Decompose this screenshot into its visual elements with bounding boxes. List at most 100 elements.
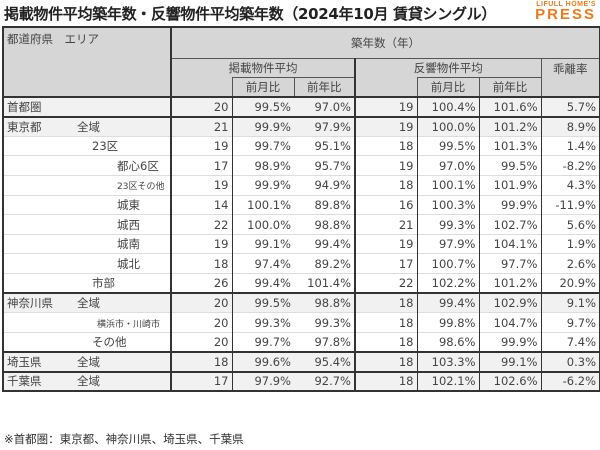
prefecture-label: 神奈川県	[7, 296, 53, 311]
area-cell: 千葉県 全域	[3, 370, 172, 392]
value-cell: 99.1%	[479, 350, 542, 372]
table-row: その他 20 99.7% 97.8% 18 98.6% 99.9% 7.4%	[3, 331, 600, 352]
header-group: 築年数（年）	[170, 26, 600, 59]
value-cell: 18	[355, 350, 418, 372]
value-cell: -8.2%	[541, 155, 600, 176]
area-label: 城東	[117, 197, 140, 212]
value-cell: 102.9%	[479, 292, 542, 313]
value-cell: 104.1%	[479, 233, 542, 254]
value-cell: 18	[171, 253, 233, 274]
value-cell: 18	[355, 292, 418, 313]
value-cell: 97.9%	[294, 115, 356, 137]
value-cell: 99.9%	[232, 175, 294, 196]
area-label: 城北	[117, 256, 140, 271]
prefecture-label: 千葉県	[7, 374, 42, 389]
value-cell: 101.2%	[479, 273, 542, 294]
value-cell: 99.5%	[417, 135, 480, 156]
header-listed-mom: 前月比	[231, 77, 295, 98]
area-label: 城南	[117, 237, 140, 252]
value-cell: 102.2%	[417, 273, 480, 294]
value-cell: 99.3%	[417, 214, 480, 235]
value-cell: 5.7%	[541, 96, 600, 117]
value-cell: 18	[355, 370, 418, 392]
value-cell: 5.6%	[541, 214, 600, 235]
value-cell: 98.8%	[294, 292, 356, 313]
table-row: 首都圏 20 99.5% 97.0% 19 100.4% 101.6% 5.7%	[3, 96, 600, 117]
value-cell: 97.8%	[294, 331, 356, 352]
value-cell: 99.9%	[479, 331, 542, 352]
area-cell: 東京都 全域	[3, 115, 172, 137]
table-row: 城西 22 100.0% 98.8% 21 99.3% 102.7% 5.6%	[3, 214, 600, 235]
value-cell: 101.3%	[479, 135, 542, 156]
area-label: 全域	[77, 119, 100, 134]
value-cell: 100.1%	[417, 175, 480, 196]
value-cell: 9.7%	[541, 312, 600, 333]
value-cell: 97.0%	[294, 96, 356, 117]
value-cell: 18	[355, 331, 418, 352]
value-cell: 4.3%	[541, 175, 600, 196]
area-label: その他	[92, 334, 127, 349]
value-cell: 97.0%	[417, 155, 480, 176]
value-cell: 20	[171, 331, 233, 352]
value-cell: 99.9%	[232, 115, 294, 137]
value-cell: 92.7%	[294, 370, 356, 392]
value-cell: 102.6%	[479, 370, 542, 392]
area-label: 全域	[77, 374, 100, 389]
prefecture-label: 埼玉県	[7, 354, 42, 369]
area-cell: 都心6区	[3, 155, 172, 176]
value-cell: 18	[355, 135, 418, 156]
area-cell: 城南	[3, 233, 172, 254]
area-cell: 神奈川県 全域	[3, 292, 172, 313]
table-row: 23区その他 19 99.9% 94.9% 18 100.1% 101.9% 4.3%	[3, 175, 600, 196]
value-cell: 17	[171, 370, 233, 392]
value-cell: 99.9%	[479, 194, 542, 215]
value-cell: 97.9%	[232, 370, 294, 392]
table-row: 埼玉県 全域 18 99.6% 95.4% 18 103.3% 99.1% 0.3%	[3, 350, 600, 372]
area-cell: 首都圏	[3, 96, 172, 117]
value-cell: 101.9%	[479, 175, 542, 196]
value-cell: 100.7%	[417, 253, 480, 274]
value-cell: 17	[171, 155, 233, 176]
value-cell: 20	[171, 292, 233, 313]
value-cell: 99.3%	[294, 312, 356, 333]
value-cell: 95.4%	[294, 350, 356, 372]
value-cell: 99.5%	[479, 155, 542, 176]
value-cell: 98.8%	[294, 214, 356, 235]
value-cell: 97.4%	[232, 253, 294, 274]
area-cell: その他	[3, 331, 172, 352]
value-cell: 19	[355, 155, 418, 176]
value-cell: 22	[355, 273, 418, 294]
value-cell: -6.2%	[541, 370, 600, 392]
value-cell: 19	[171, 135, 233, 156]
value-cell: 95.7%	[294, 155, 356, 176]
data-table: 都道府県 エリア 築年数（年） 掲載物件平均 反響物件平均 乖離率 前月比 前年…	[2, 26, 600, 393]
value-cell: 100.0%	[417, 115, 480, 137]
value-cell: 21	[171, 115, 233, 137]
area-label: 城西	[117, 217, 140, 232]
footnote: ※首都圏：東京都、神奈川県、埼玉県、千葉県	[4, 432, 244, 446]
area-cell: 横浜市・川崎市	[3, 312, 172, 333]
value-cell: 102.1%	[417, 370, 480, 392]
value-cell: 26	[171, 273, 233, 294]
table-row: 千葉県 全域 17 97.9% 92.7% 18 102.1% 102.6% -6.2%	[3, 370, 600, 392]
value-cell: 102.7%	[479, 214, 542, 235]
area-cell: 城東	[3, 194, 172, 215]
value-cell: 100.1%	[232, 194, 294, 215]
value-cell: 98.9%	[232, 155, 294, 176]
value-cell: 99.4%	[417, 292, 480, 313]
value-cell: 20.9%	[541, 273, 600, 294]
value-cell: 20	[171, 312, 233, 333]
value-cell: 100.3%	[417, 194, 480, 215]
value-cell: 100.0%	[232, 214, 294, 235]
value-cell: 99.8%	[417, 312, 480, 333]
table-row: 城北 18 97.4% 89.2% 17 100.7% 97.7% 2.6%	[3, 253, 600, 274]
value-cell: 19	[355, 115, 418, 137]
table-row: 都心6区 17 98.9% 95.7% 19 97.0% 99.5% -8.2%	[3, 155, 600, 176]
table-row: 23区 19 99.7% 95.1% 18 99.5% 101.3% 1.4%	[3, 135, 600, 156]
value-cell: 104.7%	[479, 312, 542, 333]
page-title: 掲載物件平均築年数・反響物件平均築年数（2024年10月 賃貸シングル）	[4, 5, 497, 23]
table-row: 神奈川県 全域 20 99.5% 98.8% 18 99.4% 102.9% 9.1%	[3, 292, 600, 313]
value-cell: 99.5%	[232, 96, 294, 117]
value-cell: 18	[355, 312, 418, 333]
value-cell: 14	[171, 194, 233, 215]
